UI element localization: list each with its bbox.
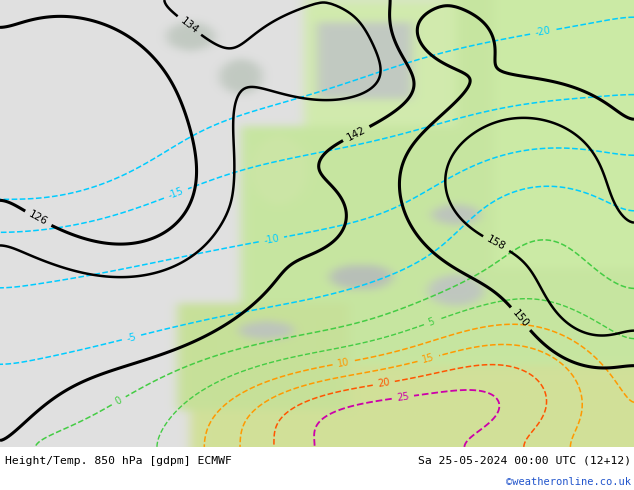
Text: 142: 142 [345, 124, 367, 143]
Text: Sa 25-05-2024 00:00 UTC (12+12): Sa 25-05-2024 00:00 UTC (12+12) [418, 456, 631, 466]
Text: 0: 0 [113, 395, 124, 407]
Text: 20: 20 [377, 377, 391, 389]
Text: -20: -20 [534, 25, 552, 38]
Text: 10: 10 [337, 357, 351, 369]
Text: ©weatheronline.co.uk: ©weatheronline.co.uk [506, 477, 631, 487]
Text: -5: -5 [126, 331, 138, 343]
Text: 126: 126 [27, 209, 49, 228]
Text: 158: 158 [485, 234, 507, 253]
Text: 25: 25 [396, 392, 410, 403]
Text: -15: -15 [167, 186, 185, 201]
Text: 5: 5 [427, 316, 436, 328]
Text: 134: 134 [178, 16, 200, 36]
Text: Height/Temp. 850 hPa [gdpm] ECMWF: Height/Temp. 850 hPa [gdpm] ECMWF [5, 456, 232, 466]
Text: 150: 150 [510, 308, 531, 330]
Text: 15: 15 [421, 352, 436, 365]
Text: -10: -10 [262, 233, 280, 246]
